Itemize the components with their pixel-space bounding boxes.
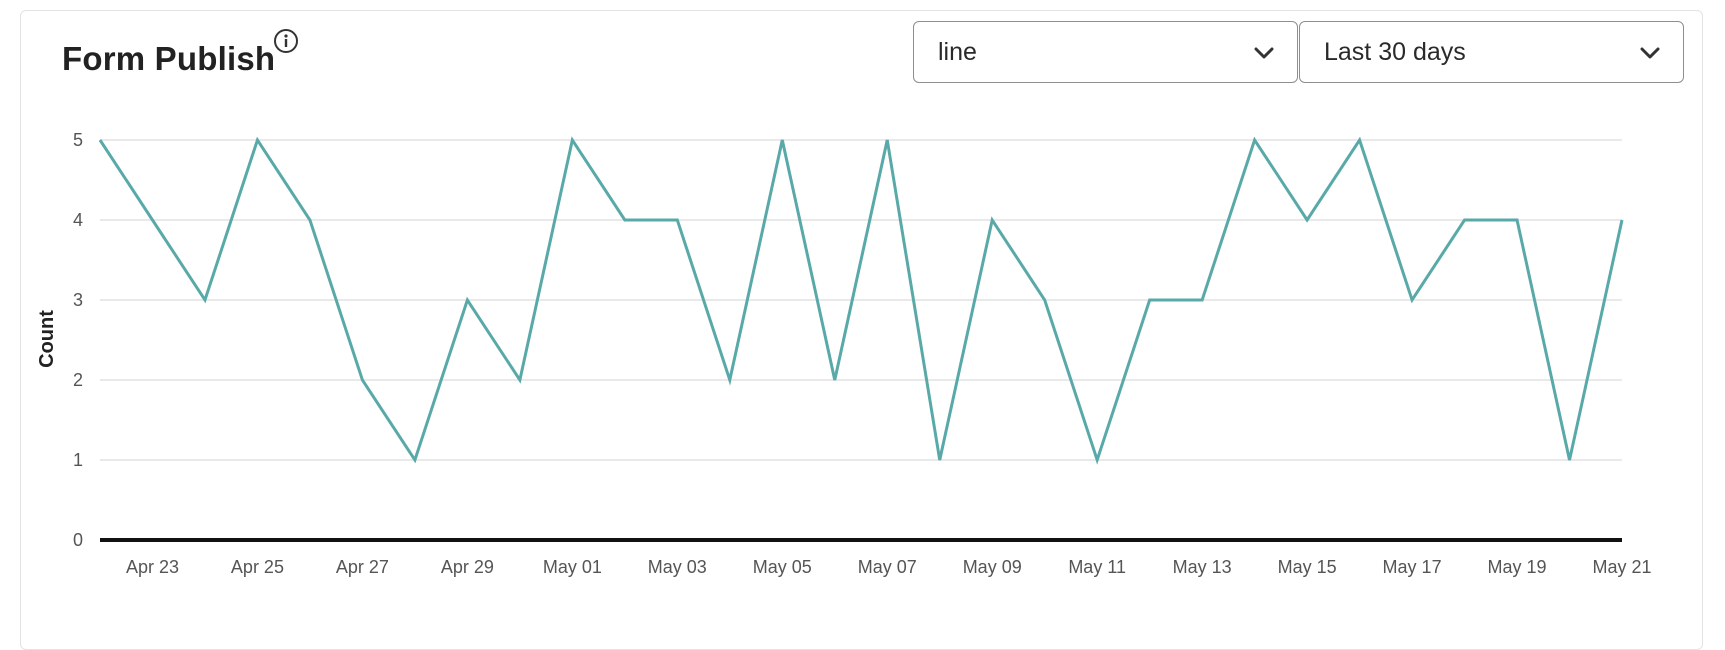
y-tick-label: 1 [73,450,83,470]
x-tick-label: Apr 23 [126,557,179,577]
x-tick-label: May 15 [1278,557,1337,577]
x-tick-label: May 21 [1592,557,1651,577]
y-tick-label: 0 [73,530,83,550]
x-tick-label: May 13 [1173,557,1232,577]
x-tick-label: Apr 27 [336,557,389,577]
x-tick-label: May 03 [648,557,707,577]
x-tick-label: Apr 25 [231,557,284,577]
x-tick-label: May 05 [753,557,812,577]
x-tick-label: Apr 29 [441,557,494,577]
y-axis-label: Count [36,310,58,368]
y-tick-label: 2 [73,370,83,390]
x-tick-label: May 01 [543,557,602,577]
grid-layer [100,140,1622,460]
x-tick-label: May 11 [1068,557,1126,577]
y-tick-label: 3 [73,290,83,310]
y-axis-ticks: 0 1 2 3 4 5 [73,130,83,550]
x-tick-label: May 17 [1383,557,1442,577]
x-axis-ticks: Apr 23 Apr 25 Apr 27 Apr 29 May 01 May 03 May … [126,557,1652,577]
y-tick-label: 5 [73,130,83,150]
y-tick-label: 4 [73,210,83,230]
x-tick-label: May 09 [963,557,1022,577]
x-tick-label: May 19 [1488,557,1547,577]
x-tick-label: May 07 [858,557,917,577]
line-chart: 0 1 2 3 4 5 Apr 23 Apr 25 Apr 27 Apr 29 May 01 May… [0,0,1725,621]
